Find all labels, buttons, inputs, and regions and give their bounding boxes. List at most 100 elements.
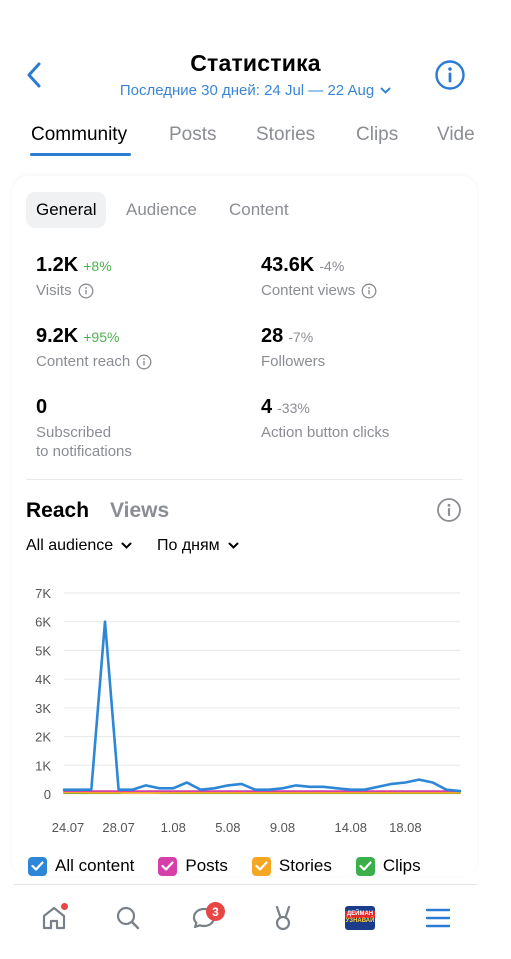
- home-icon: [42, 906, 66, 930]
- stat-value: 0: [36, 396, 48, 418]
- legend-all-content[interactable]: All content: [28, 856, 134, 876]
- clips-icon: [275, 905, 291, 931]
- stat-notifications: 0 Subscribed to notifications: [36, 396, 132, 461]
- period-dropdown[interactable]: По дням: [157, 537, 239, 555]
- stat-label: Subscribed to notifications: [36, 424, 132, 460]
- chevron-down-icon: [380, 87, 391, 94]
- audience-dropdown[interactable]: All audience: [26, 537, 132, 555]
- x-tick-label: 24.07: [52, 820, 85, 835]
- stat-label: Visits: [36, 282, 72, 299]
- tab-reach[interactable]: Reach: [26, 499, 90, 522]
- y-tick-label: 3K: [35, 701, 51, 716]
- tab-posts[interactable]: Posts: [169, 124, 217, 145]
- stat-label: Content views: [261, 282, 356, 299]
- hamburger-menu-icon: [425, 908, 451, 928]
- y-tick-label: 4K: [35, 672, 51, 687]
- back-button[interactable]: [20, 58, 48, 92]
- period-selector[interactable]: Последние 30 дней: 24 Jul — 22 Aug: [0, 82, 511, 99]
- x-tick-label: 28.07: [102, 820, 135, 835]
- y-tick-label: 6K: [35, 615, 51, 630]
- tab-community[interactable]: Community: [31, 124, 128, 145]
- tab-stories[interactable]: Stories: [256, 124, 316, 145]
- legend-label: Clips: [382, 856, 421, 875]
- nav-messages[interactable]: 3: [184, 898, 225, 938]
- nav-store[interactable]: ДЕЙМАН УЗНАВАЙ: [340, 898, 380, 938]
- period-label: Последние 30 дней: 24 Jul — 22 Aug: [119, 82, 375, 99]
- segment-content[interactable]: Content: [229, 200, 289, 219]
- stat-value: 9.2K: [36, 325, 79, 347]
- info-icon[interactable]: [136, 354, 152, 370]
- legend-stories[interactable]: Stories: [251, 856, 332, 876]
- x-tick-label: 9.08: [270, 820, 295, 835]
- info-icon[interactable]: [78, 283, 94, 299]
- checkbox-checked-icon: [251, 856, 271, 876]
- chevron-left-icon: [27, 62, 41, 88]
- reach-chart: 7K 6K 5K 4K 3K 2K 1K 0 24.07 28.07 1.08 5.08 9.08 14.…: [35, 586, 462, 835]
- chevron-down-icon: [228, 542, 239, 549]
- stat-followers: 28 -7% Followers: [261, 325, 325, 371]
- y-tick-label: 7K: [35, 586, 51, 601]
- stat-change: +8%: [83, 258, 112, 274]
- stat-label: Content reach: [36, 353, 131, 370]
- stat-content-views: 43.6K -4% Content views: [261, 254, 377, 300]
- checkbox-checked-icon: [355, 856, 375, 876]
- period-dropdown-label: По дням: [157, 537, 220, 554]
- stat-change: -7%: [288, 329, 314, 345]
- series-line-all-content: [62, 620, 462, 793]
- section-tabs: Community Posts Stories Clips Vide: [0, 118, 511, 158]
- legend-clips[interactable]: Clips: [355, 856, 421, 876]
- checkbox-checked-icon: [28, 856, 47, 876]
- x-tick-label: 14.08: [334, 820, 367, 835]
- search-icon: [116, 906, 140, 930]
- stat-label: Followers: [261, 353, 326, 370]
- store-logo-icon: ДЕЙМАН УЗНАВАЙ: [345, 906, 375, 930]
- y-tick-label: 1K: [35, 758, 51, 773]
- audience-dropdown-label: All audience: [26, 537, 114, 554]
- legend-label: Posts: [185, 856, 228, 875]
- divider: [26, 479, 463, 480]
- tab-bar-divider: [14, 884, 477, 885]
- store-logo-text: ДЕЙМАН: [345, 911, 375, 918]
- segment-general[interactable]: General: [26, 192, 107, 228]
- tab-clips[interactable]: Clips: [356, 124, 399, 145]
- tab-videos[interactable]: Vide: [437, 124, 475, 145]
- bottom-navigation: 3 ДЕЙМАН УЗНАВАЙ: [0, 890, 511, 945]
- stat-content-reach: 9.2K +95% Content reach: [36, 325, 152, 371]
- info-icon[interactable]: [436, 497, 462, 523]
- legend-posts[interactable]: Posts: [158, 856, 228, 876]
- x-tick-label: 18.08: [389, 820, 422, 835]
- stat-change: -33%: [277, 400, 310, 416]
- tab-views[interactable]: Views: [110, 499, 170, 522]
- y-tick-label: 0: [44, 787, 51, 802]
- info-icon[interactable]: [361, 283, 377, 299]
- stats-card: [12, 176, 477, 876]
- nav-search[interactable]: [108, 898, 148, 938]
- stat-value: 43.6K: [261, 254, 315, 276]
- chevron-down-icon: [121, 542, 132, 549]
- stat-value: 4: [261, 396, 273, 418]
- store-logo-text: УЗНАВАЙ: [345, 918, 375, 924]
- header: Статистика Последние 30 дней: 24 Jul — 2…: [0, 0, 511, 115]
- nav-home[interactable]: [34, 898, 74, 938]
- checkbox-checked-icon: [158, 856, 178, 876]
- nav-menu[interactable]: [418, 898, 458, 938]
- stat-label: Action button clicks: [261, 424, 390, 441]
- x-tick-label: 1.08: [161, 820, 186, 835]
- y-tick-label: 2K: [35, 730, 51, 745]
- page-title: Статистика: [190, 50, 321, 76]
- legend-label: All content: [55, 856, 135, 875]
- stat-action-clicks: 4 -33% Action button clicks: [261, 396, 389, 442]
- stat-value: 1.2K: [36, 254, 79, 276]
- notification-dot: [61, 903, 68, 910]
- legend-label: Stories: [278, 856, 332, 875]
- stat-visits: 1.2K +8% Visits: [36, 254, 112, 300]
- unread-badge: 3: [206, 902, 225, 921]
- nav-clips[interactable]: [263, 898, 303, 938]
- stat-change: +95%: [83, 329, 120, 345]
- stat-change: -4%: [319, 258, 345, 274]
- segment-audience[interactable]: Audience: [126, 200, 197, 219]
- x-tick-label: 5.08: [215, 820, 240, 835]
- chart-legend: All content Posts Stories Clips: [28, 856, 421, 876]
- active-tab-indicator: [30, 153, 131, 156]
- info-icon[interactable]: [434, 59, 466, 91]
